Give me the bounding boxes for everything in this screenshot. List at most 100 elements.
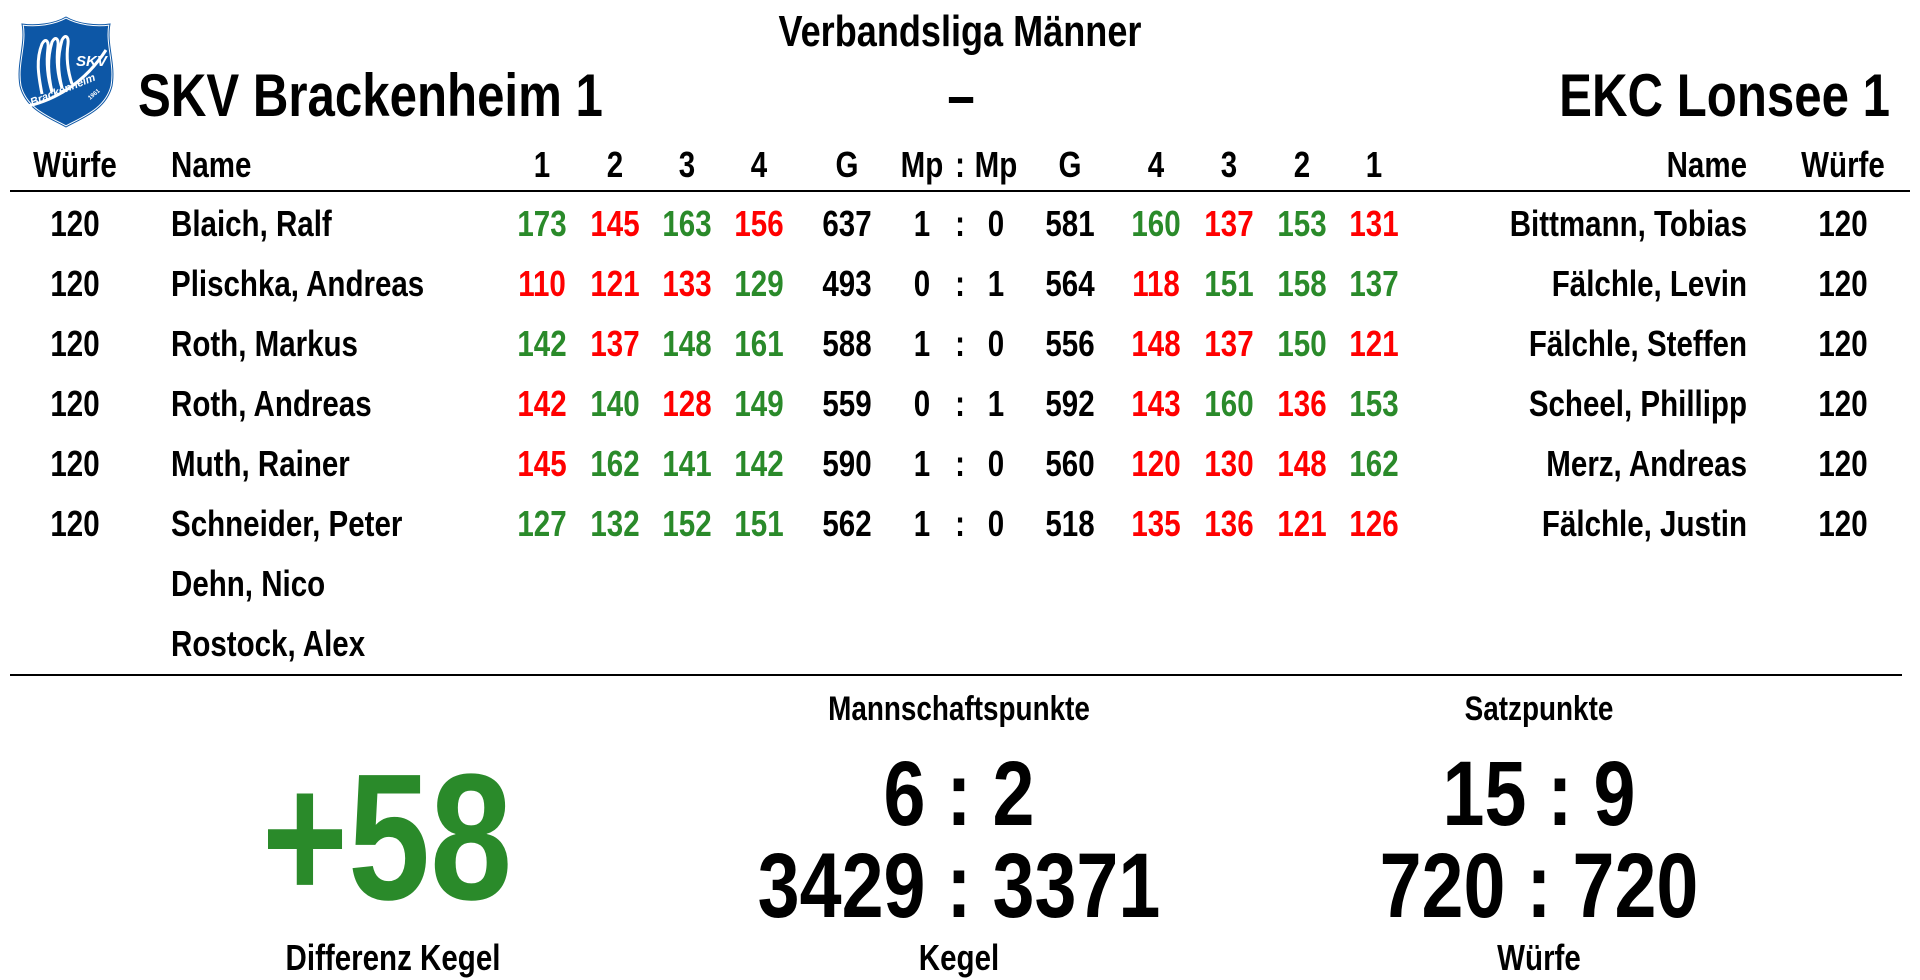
away-match-point: 0 [987, 203, 1005, 244]
away-set-score: 160 [1131, 203, 1181, 244]
away-match-point: 1 [987, 263, 1005, 304]
header-home-total: G [835, 144, 859, 185]
home-match-point: 0 [913, 383, 931, 424]
away-player-name: Fälchle, Steffen [1528, 323, 1747, 364]
home-set-score: 142 [734, 443, 784, 484]
home-total: 637 [822, 203, 872, 244]
match-point-separator: : [955, 323, 965, 364]
home-match-point: 0 [913, 263, 931, 304]
home-player-name: Plischka, Andreas [171, 263, 425, 304]
header-home-set: 1 [533, 144, 551, 185]
match-point-separator: : [955, 203, 965, 244]
home-match-point: 1 [913, 503, 931, 544]
home-set-score: 137 [590, 323, 640, 364]
home-throws: 120 [50, 263, 100, 304]
away-player-name: Bittmann, Tobias [1509, 203, 1747, 244]
home-player-name: Blaich, Ralf [171, 203, 332, 244]
pin-difference-label: Differenz Kegel [285, 937, 501, 978]
header-away-name: Name [1666, 144, 1747, 185]
home-set-score: 161 [734, 323, 784, 364]
away-set-score: 137 [1204, 203, 1254, 244]
away-total: 556 [1045, 323, 1095, 364]
home-player-name: Schneider, Peter [171, 503, 403, 544]
away-set-score: 148 [1277, 443, 1327, 484]
header-away-throws: Würfe [1801, 144, 1885, 185]
away-set-score: 131 [1349, 203, 1399, 244]
match-point-separator: : [955, 383, 965, 424]
away-total: 564 [1045, 263, 1095, 304]
away-set-score: 143 [1131, 383, 1181, 424]
away-set-score: 120 [1131, 443, 1181, 484]
throws-value: 720 : 720 [1379, 835, 1699, 937]
away-throws: 120 [1818, 443, 1868, 484]
home-set-score: 156 [734, 203, 784, 244]
home-player-name: Roth, Markus [171, 323, 358, 364]
league-title: Verbandsliga Männer [778, 7, 1142, 56]
home-total: 590 [822, 443, 872, 484]
away-match-point: 1 [987, 383, 1005, 424]
away-match-point: 0 [987, 443, 1005, 484]
home-set-score: 121 [590, 263, 640, 304]
home-total: 588 [822, 323, 872, 364]
home-set-score: 132 [590, 503, 640, 544]
away-set-score: 135 [1131, 503, 1181, 544]
header-home-set: 3 [678, 144, 696, 185]
away-set-score: 136 [1277, 383, 1327, 424]
match-point-separator: : [955, 503, 965, 544]
home-set-score: 162 [590, 443, 640, 484]
match-point-separator: : [955, 263, 965, 304]
home-set-score: 145 [517, 443, 567, 484]
home-player-name: Roth, Andreas [171, 383, 372, 424]
header-away-set: 2 [1293, 144, 1311, 185]
away-throws: 120 [1818, 503, 1868, 544]
set-points-label: Satzpunkte [1464, 690, 1614, 728]
away-throws: 120 [1818, 203, 1868, 244]
away-set-score: 162 [1349, 443, 1399, 484]
header-divider [10, 190, 1910, 192]
team-points-label: Mannschaftspunkte [828, 690, 1090, 728]
away-set-score: 137 [1204, 323, 1254, 364]
home-set-score: 142 [517, 323, 567, 364]
pins-value: 3429 : 3371 [757, 835, 1161, 937]
home-set-score: 128 [662, 383, 712, 424]
header-home-set: 2 [606, 144, 624, 185]
home-set-score: 163 [662, 203, 712, 244]
away-set-score: 153 [1349, 383, 1399, 424]
header-home-set: 4 [750, 144, 768, 185]
away-match-point: 0 [987, 503, 1005, 544]
away-set-score: 130 [1204, 443, 1254, 484]
club-logo: SKV Brackenheim 1961 [17, 15, 115, 129]
away-set-score: 121 [1349, 323, 1399, 364]
svg-text:SKV: SKV [76, 53, 109, 70]
home-set-score: 145 [590, 203, 640, 244]
away-player-name: Fälchle, Levin [1551, 263, 1747, 304]
home-set-score: 148 [662, 323, 712, 364]
home-set-score: 149 [734, 383, 784, 424]
header-mp-separator: : [955, 144, 965, 185]
home-set-score: 133 [662, 263, 712, 304]
header-mp-away: Mp [974, 144, 1018, 185]
substitute-name: Dehn, Nico [171, 563, 326, 604]
away-team-name: EKC Lonsee 1 [1559, 62, 1890, 129]
home-set-score: 129 [734, 263, 784, 304]
header-home-name: Name [171, 144, 252, 185]
set-points-value: 15 : 9 [1442, 743, 1636, 845]
home-total: 562 [822, 503, 872, 544]
home-set-score: 142 [517, 383, 567, 424]
away-set-score: 151 [1204, 263, 1254, 304]
away-set-score: 136 [1204, 503, 1254, 544]
away-match-point: 0 [987, 323, 1005, 364]
home-throws: 120 [50, 443, 100, 484]
match-point-separator: : [955, 443, 965, 484]
away-set-score: 137 [1349, 263, 1399, 304]
home-total: 493 [822, 263, 872, 304]
away-total: 518 [1045, 503, 1095, 544]
header-away-set: 4 [1147, 144, 1165, 185]
substitute-name: Rostock, Alex [171, 623, 366, 664]
header-home-throws: Würfe [33, 144, 117, 185]
home-throws: 120 [50, 503, 100, 544]
away-set-score: 126 [1349, 503, 1399, 544]
away-total: 592 [1045, 383, 1095, 424]
home-throws: 120 [50, 203, 100, 244]
away-set-score: 158 [1277, 263, 1327, 304]
